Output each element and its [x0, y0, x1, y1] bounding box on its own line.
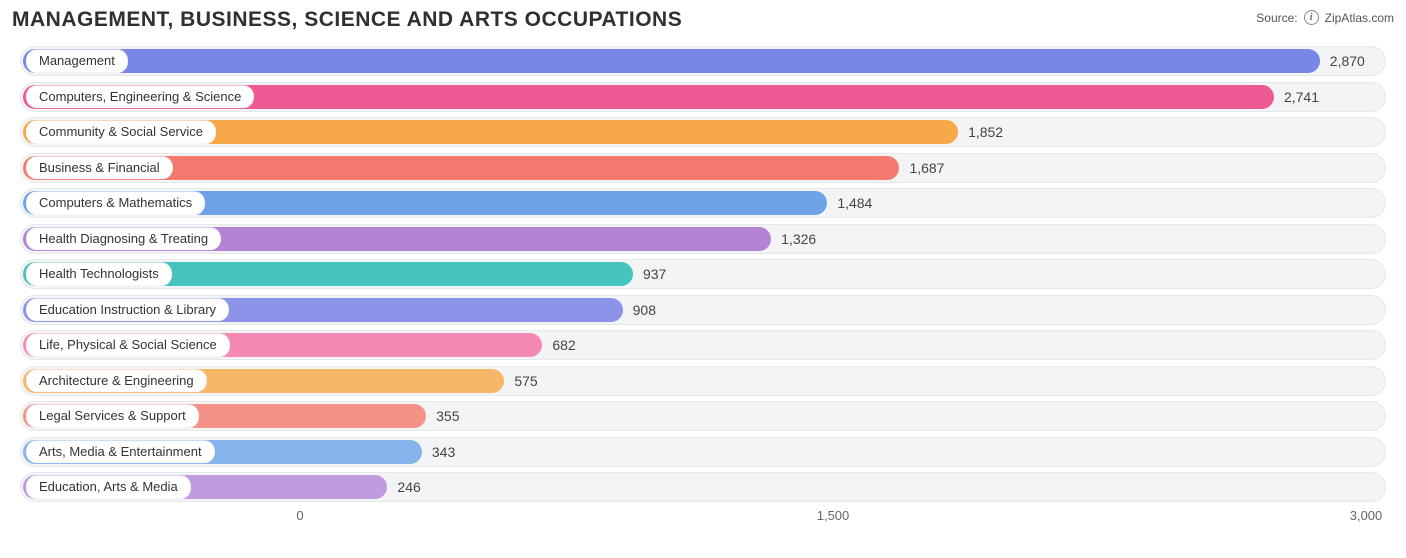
axis-tick-label: 1,500 — [817, 508, 850, 523]
axis-tick-label: 0 — [296, 508, 303, 523]
source-name: ZipAtlas.com — [1325, 11, 1394, 25]
bar-label-pill: Computers, Engineering & Science — [26, 85, 254, 109]
bar-row: Architecture & Engineering 575 — [20, 366, 1386, 396]
bar-label-pill: Business & Financial — [26, 156, 173, 180]
source-attribution: Source: i ZipAtlas.com — [1256, 8, 1394, 25]
bar-row: Education Instruction & Library 908 — [20, 295, 1386, 325]
bar-value: 575 — [514, 373, 537, 389]
bar-row: Computers & Mathematics 1,484 — [20, 188, 1386, 218]
info-icon: i — [1304, 10, 1319, 25]
bar-value: 1,852 — [968, 124, 1003, 140]
x-axis: 0 1,500 3,000 — [20, 508, 1386, 530]
bar-value: 246 — [397, 479, 420, 495]
bar-value: 682 — [552, 337, 575, 353]
chart-title: MANAGEMENT, BUSINESS, SCIENCE AND ARTS O… — [12, 8, 682, 32]
bar-label-pill: Architecture & Engineering — [26, 369, 207, 393]
bars-container: Management 2,870 Computers, Engineering & … — [20, 46, 1386, 502]
bar-label-pill: Education, Arts & Media — [26, 475, 191, 499]
bar-value: 1,484 — [837, 195, 872, 211]
bar-row: Life, Physical & Social Science 682 — [20, 330, 1386, 360]
bar-value: 355 — [436, 408, 459, 424]
bar-row: Health Technologists 937 — [20, 259, 1386, 289]
bar-row: Legal Services & Support 355 — [20, 401, 1386, 431]
axis-tick-label: 3,000 — [1350, 508, 1383, 523]
bar-value: 1,326 — [781, 231, 816, 247]
bar-label-pill: Health Technologists — [26, 262, 172, 286]
bar-label-pill: Health Diagnosing & Treating — [26, 227, 221, 251]
bar-label-pill: Life, Physical & Social Science — [26, 333, 230, 357]
bar-value: 937 — [643, 266, 666, 282]
bar-row: Arts, Media & Entertainment 343 — [20, 437, 1386, 467]
bar-value: 1,687 — [909, 160, 944, 176]
bar-label-pill: Computers & Mathematics — [26, 191, 205, 215]
bar-label-pill: Arts, Media & Entertainment — [26, 440, 215, 464]
bar-row: Education, Arts & Media 246 — [20, 472, 1386, 502]
bar-row: Computers, Engineering & Science 2,741 — [20, 82, 1386, 112]
bar-row: Management 2,870 — [20, 46, 1386, 76]
bar-row: Community & Social Service 1,852 — [20, 117, 1386, 147]
bar-label-pill: Management — [26, 49, 128, 73]
chart-area: Management 2,870 Computers, Engineering & … — [12, 46, 1394, 530]
source-prefix: Source: — [1256, 11, 1297, 25]
bar-label-pill: Legal Services & Support — [26, 404, 199, 428]
bar-value: 2,741 — [1284, 89, 1319, 105]
bar-label-pill: Community & Social Service — [26, 120, 216, 144]
bar-label-pill: Education Instruction & Library — [26, 298, 229, 322]
bar-fill — [23, 49, 1320, 73]
bar-value: 908 — [633, 302, 656, 318]
bar-row: Business & Financial 1,687 — [20, 153, 1386, 183]
bar-value: 343 — [432, 444, 455, 460]
bar-value: 2,870 — [1330, 53, 1365, 69]
chart-header: MANAGEMENT, BUSINESS, SCIENCE AND ARTS O… — [12, 8, 1394, 32]
bar-row: Health Diagnosing & Treating 1,326 — [20, 224, 1386, 254]
